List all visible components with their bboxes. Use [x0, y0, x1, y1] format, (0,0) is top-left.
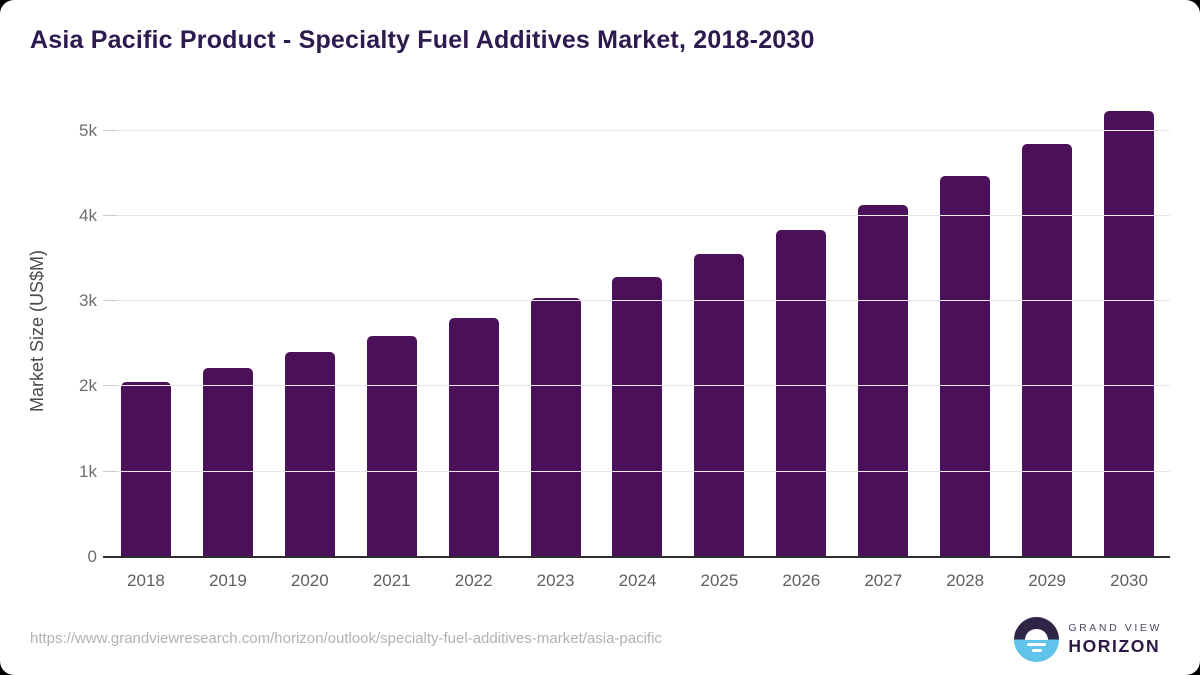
bar-2018: [120, 382, 171, 557]
chart-title: Asia Pacific Product - Specialty Fuel Ad…: [30, 26, 815, 54]
y-tick-label: 0: [87, 547, 97, 566]
bar-slot: [105, 105, 187, 557]
x-tick-label: 2029: [1028, 571, 1067, 590]
bar-series: [105, 105, 1170, 557]
bar-2027: [858, 204, 909, 557]
x-tick-label: 2030: [1110, 571, 1148, 590]
x-tick-label: 2019: [208, 571, 247, 590]
bar-slot: [515, 105, 597, 557]
gridline: [105, 300, 1170, 302]
bar-2023: [530, 297, 581, 557]
bar-slot: [924, 105, 1006, 557]
horizon-sun-logo-icon: [1014, 617, 1060, 662]
x-tick-label: 2025: [700, 571, 739, 590]
y-axis-tick-labels: 0 1k 2k 3k 4k 5k: [0, 105, 97, 566]
y-tick-label: 5k: [79, 120, 97, 140]
bar-2022: [448, 318, 499, 557]
bar-2024: [612, 277, 663, 557]
horizon-stripe-shape: [1027, 642, 1047, 646]
y-tick-mark: [103, 385, 117, 387]
x-axis-tick-labels: 2018 2019 2020 2021 2022 2023 2024 2025 2026 2027…: [105, 571, 1170, 591]
bar-2030: [1104, 110, 1155, 557]
gridline: [105, 470, 1170, 472]
logo-text: GRAND VIEW HORIZON: [1068, 622, 1162, 657]
y-tick-mark: [103, 129, 117, 131]
bar-slot: [1006, 105, 1088, 557]
gridline: [105, 214, 1170, 216]
x-axis-line: [103, 556, 1170, 558]
horizon-stripe-shape: [1031, 648, 1042, 652]
source-url: https://www.grandviewresearch.com/horizo…: [30, 630, 662, 647]
bar-2021: [366, 336, 417, 557]
bar-2019: [202, 367, 253, 557]
bar-2028: [940, 175, 991, 557]
x-tick-label: 2022: [454, 571, 493, 590]
bar-2026: [776, 230, 827, 557]
x-tick-label: 2018: [127, 571, 165, 590]
y-tick-label: 2k: [79, 376, 97, 396]
y-tick-mark: [103, 214, 117, 216]
y-tick-label: 4k: [79, 205, 97, 225]
x-tick-label: 2020: [290, 571, 329, 590]
gridline: [105, 385, 1170, 387]
bar-slot: [187, 105, 269, 557]
x-tick-label: 2021: [372, 571, 411, 590]
grand-view-horizon-logo: GRAND VIEW HORIZON: [1014, 617, 1162, 662]
bar-2020: [284, 352, 335, 557]
x-tick-label: 2028: [946, 571, 985, 590]
logo-product-line: HORIZON: [1068, 636, 1161, 656]
bar-2029: [1022, 144, 1073, 557]
bar-slot: [269, 105, 351, 557]
bar-slot: [760, 105, 842, 557]
x-tick-label: 2027: [864, 571, 903, 590]
bar-slot: [842, 105, 924, 557]
gridline: [105, 129, 1170, 131]
x-tick-label: 2024: [618, 571, 657, 590]
bar-slot: [433, 105, 515, 557]
y-tick-mark: [103, 470, 117, 472]
bar-slot: [351, 105, 433, 557]
logo-brand-line: GRAND VIEW: [1068, 622, 1162, 634]
sun-dome-shape: [1025, 628, 1049, 640]
bar-slot: [597, 105, 679, 557]
plot-area: [103, 105, 1170, 558]
x-tick-label: 2023: [536, 571, 575, 590]
y-tick-label: 3k: [79, 291, 97, 311]
y-tick-label: 1k: [79, 461, 97, 481]
bar-slot: [1088, 105, 1170, 557]
x-tick-label: 2026: [782, 571, 821, 590]
bar-slot: [678, 105, 760, 557]
bar-2025: [694, 254, 745, 557]
y-tick-mark: [103, 300, 117, 302]
